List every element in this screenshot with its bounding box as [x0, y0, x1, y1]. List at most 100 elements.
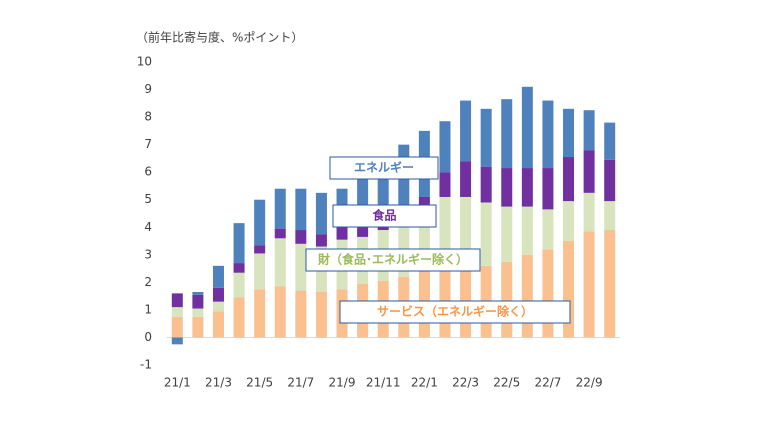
y-tick-label: 3 [144, 247, 152, 261]
series-label: 食品 [371, 208, 396, 223]
bar-segment [357, 179, 369, 224]
bar-segment [357, 223, 369, 237]
bar-segment [542, 100, 554, 169]
y-tick-label: 4 [144, 220, 152, 234]
series-label-box [305, 248, 481, 272]
bar-segment [439, 172, 451, 197]
x-tick-label: 22/9 [576, 376, 603, 390]
bar-segment [460, 161, 472, 197]
bar-segment [254, 289, 266, 338]
series-label: エネルギー [354, 160, 414, 175]
bar-segment [192, 292, 204, 295]
bar-segment [480, 202, 492, 266]
bar-segment [274, 286, 286, 338]
bar-segment [583, 192, 595, 232]
bar-segment [542, 209, 554, 250]
chart-title: （前年比寄与度、%ポイント） [136, 30, 303, 45]
y-tick-label: 1 [144, 302, 152, 316]
x-tick-label: 21/5 [246, 376, 273, 390]
bar-segment [521, 254, 533, 338]
bar-segment [212, 301, 224, 312]
y-tick-label: 7 [144, 137, 152, 151]
bar-segment [418, 220, 430, 270]
bar-segment [233, 223, 245, 264]
bar-segment [295, 290, 307, 338]
x-tick-label: 21/1 [164, 376, 191, 390]
bar-segment [460, 100, 472, 162]
bar-segment [212, 265, 224, 288]
bar-segment [563, 241, 575, 338]
x-tick-label: 21/3 [205, 376, 232, 390]
bar-segment [563, 201, 575, 242]
bar-segment [295, 243, 307, 291]
bar-segment [583, 231, 595, 338]
series-label-box [329, 156, 439, 180]
bar-segment [233, 297, 245, 338]
bar-segment [501, 261, 513, 338]
bar-segment [563, 157, 575, 202]
series-label-box [332, 204, 437, 228]
x-tick-label: 22/7 [534, 376, 561, 390]
bar-segment [439, 121, 451, 173]
y-tick-label: 0 [144, 330, 152, 344]
bar-segment [583, 110, 595, 151]
bar-segment [192, 308, 204, 317]
bar-segment [274, 228, 286, 239]
series-label: 財（食品･エネルギー除く） [317, 252, 468, 267]
bar-segment [542, 168, 554, 210]
bar-segment [480, 166, 492, 203]
bar-segment [501, 99, 513, 169]
bar-segment [212, 311, 224, 338]
bar-segment [233, 272, 245, 298]
bar-segment [315, 192, 327, 235]
bar-segment [274, 238, 286, 287]
x-tick-label: 22/1 [411, 376, 438, 390]
bar-segment [604, 230, 616, 338]
bar-segment [480, 108, 492, 167]
series-label-box [339, 300, 571, 324]
bar-segment [233, 263, 245, 273]
y-tick-label: 5 [144, 192, 152, 206]
y-tick-label: 10 [137, 55, 152, 69]
bar-segment [192, 316, 204, 338]
x-tick-label: 21/7 [287, 376, 314, 390]
bar-segment [315, 292, 327, 338]
bar-segment [192, 294, 204, 309]
bar-segment [604, 122, 616, 160]
bar-segment [315, 234, 327, 247]
bar-segment [563, 108, 575, 158]
bar-segment [254, 199, 266, 246]
bar-segment [171, 337, 183, 345]
x-tick-label: 22/3 [452, 376, 479, 390]
y-tick-label: 9 [144, 82, 152, 96]
y-tick-label: 6 [144, 165, 152, 179]
bar-segment [274, 188, 286, 229]
bar-segment [521, 168, 533, 207]
bar-segment [460, 196, 472, 269]
bar-segment [542, 249, 554, 338]
bar-segment [521, 206, 533, 255]
bar-segment [377, 158, 389, 214]
x-tick-label: 21/11 [366, 376, 401, 390]
bar-segment [439, 196, 451, 269]
bar-segment [604, 159, 616, 202]
bar-segment [295, 230, 307, 244]
y-tick-label: -1 [140, 358, 152, 372]
bar-segment [583, 150, 595, 193]
y-tick-label: 2 [144, 275, 152, 289]
bar-segment [295, 188, 307, 231]
bar-segment [336, 227, 348, 240]
bar-segment [501, 206, 513, 262]
bar-segment [171, 307, 183, 317]
bar-segment [212, 287, 224, 302]
bar-segment [254, 253, 266, 290]
bar-segment [521, 86, 533, 169]
bar-segment [171, 316, 183, 338]
bar-segment [171, 293, 183, 308]
bar-segment [501, 168, 513, 207]
bar-segment [254, 245, 266, 254]
x-tick-label: 22/5 [493, 376, 520, 390]
x-tick-label: 21/9 [329, 376, 356, 390]
bar-segment [604, 201, 616, 231]
